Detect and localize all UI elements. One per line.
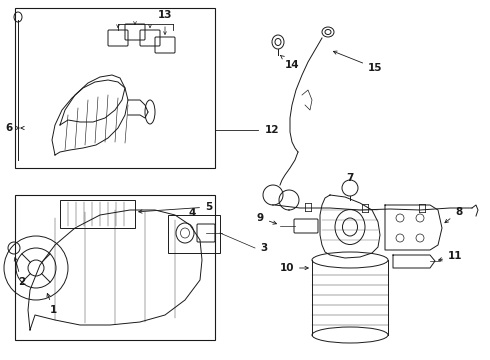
Bar <box>15 8 215 168</box>
Text: 7: 7 <box>346 173 354 183</box>
Text: 14: 14 <box>280 55 299 70</box>
Text: 5: 5 <box>139 202 212 213</box>
Text: 3: 3 <box>260 243 267 253</box>
Text: 4: 4 <box>188 208 196 218</box>
Text: 12: 12 <box>265 125 279 135</box>
Bar <box>15 195 215 340</box>
Text: 1: 1 <box>47 293 57 315</box>
Text: 6: 6 <box>5 123 19 133</box>
Text: 11: 11 <box>439 251 463 261</box>
Text: 13: 13 <box>158 10 172 20</box>
Bar <box>60 200 135 228</box>
Text: 10: 10 <box>279 263 308 273</box>
Text: 15: 15 <box>333 51 383 73</box>
Text: 2: 2 <box>14 257 25 287</box>
Bar <box>168 215 220 253</box>
Text: 9: 9 <box>257 213 276 224</box>
Text: 8: 8 <box>445 207 462 223</box>
